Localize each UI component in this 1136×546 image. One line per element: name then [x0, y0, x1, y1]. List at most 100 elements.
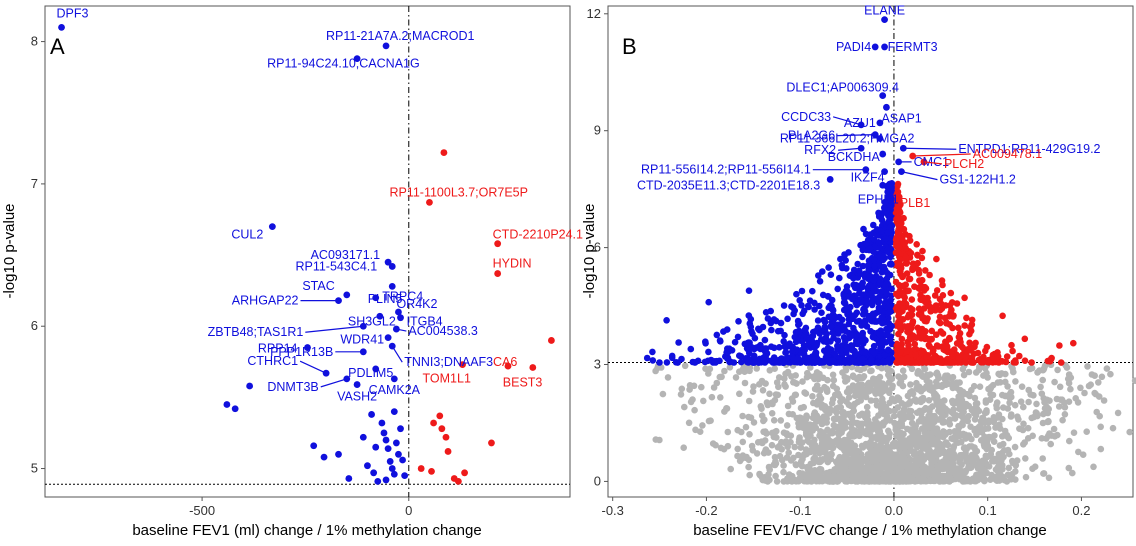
nonsig-point: [1126, 428, 1133, 436]
sig-point: [963, 314, 970, 322]
sig-point: [942, 342, 949, 349]
data-point: [370, 469, 378, 477]
sig-point: [921, 298, 929, 306]
sig-point: [819, 268, 826, 275]
nonsig-point: [936, 478, 944, 485]
nonsig-point: [835, 472, 842, 480]
x-tick-label: -0.2: [695, 503, 717, 518]
nonsig-point: [799, 378, 806, 385]
nonsig-point: [757, 403, 765, 410]
nonsig-point: [885, 456, 893, 464]
nonsig-point: [842, 367, 850, 374]
nonsig-point: [935, 382, 943, 390]
sig-point: [953, 300, 961, 307]
nonsig-point: [857, 422, 865, 430]
nonsig-point: [907, 427, 915, 435]
sig-point: [1021, 335, 1029, 343]
nonsig-point: [823, 440, 830, 447]
nonsig-point: [1018, 383, 1026, 391]
sig-point: [876, 253, 883, 260]
nonsig-point: [795, 451, 802, 459]
sig-point: [914, 251, 921, 259]
sig-point: [882, 281, 889, 288]
sig-point: [909, 265, 916, 272]
sig-point: [773, 359, 780, 366]
sig-point: [674, 359, 681, 366]
sig-point: [770, 344, 778, 352]
nonsig-point: [1017, 398, 1025, 406]
sig-point: [870, 277, 878, 284]
nonsig-point: [983, 445, 990, 453]
nonsig-point: [850, 407, 858, 415]
sig-point: [898, 335, 906, 343]
panel-b: B baseline FEV1/FVC change / 1% methylat…: [581, 4, 1136, 539]
nonsig-point: [983, 407, 990, 414]
nonsig-point: [907, 443, 914, 451]
label-vash2: VASH2: [337, 390, 377, 404]
label-best3: BEST3: [503, 375, 543, 389]
nonsig-point: [742, 423, 750, 431]
nonsig-point: [1030, 392, 1037, 399]
data-point: [547, 337, 555, 344]
nonsig-point: [968, 443, 976, 450]
sig-point: [882, 235, 890, 242]
nonsig-point: [749, 388, 757, 395]
nonsig-point: [1055, 403, 1063, 410]
nonsig-point: [894, 394, 901, 401]
nonsig-point: [941, 459, 949, 467]
nonsig-point: [1012, 378, 1019, 385]
sig-point: [874, 295, 882, 303]
data-point: [386, 458, 394, 465]
sig-point: [780, 338, 787, 345]
point-rp11-543c4-1: [388, 263, 396, 270]
labels-a: DPF3 RP11-21A7A.2;MACROD1 RP11-94C24.10;CA…: [57, 6, 583, 403]
sig-point: [816, 302, 823, 310]
sig-point: [842, 359, 849, 366]
nonsig-point: [822, 446, 829, 453]
sig-point: [730, 359, 738, 366]
point-trpc4: [388, 282, 396, 290]
nonsig-point: [859, 444, 867, 451]
sig-point: [876, 279, 884, 287]
nonsig-point: [835, 441, 842, 449]
nonsig-point: [886, 407, 893, 415]
sig-point: [1047, 356, 1054, 364]
nonsig-point: [974, 465, 982, 472]
nonsig-point: [724, 428, 732, 436]
sig-point: [896, 291, 904, 299]
nonsig-point: [968, 435, 975, 443]
sig-point: [691, 359, 698, 366]
label-camk2a: CAMK2A: [369, 383, 421, 397]
nonsig-point: [854, 476, 862, 484]
nonsig-point: [894, 427, 902, 435]
label-rfx2: RFX2: [804, 143, 836, 157]
label-hydin: HYDIN: [493, 257, 532, 271]
sig-point: [701, 358, 709, 366]
point-ctd-2035e11-3-ctd-2201e18-3: [826, 176, 834, 183]
label-sh3gl2: SH3GL2: [348, 314, 396, 328]
nonsig-point: [1070, 429, 1078, 437]
nonsig-point: [1009, 365, 1016, 372]
sig-point: [970, 359, 977, 366]
sig-point: [738, 358, 745, 366]
sig-point: [796, 297, 803, 304]
nonsig-point: [1025, 386, 1032, 394]
nonsig-point: [830, 376, 838, 384]
leader-line: [305, 325, 364, 333]
nonsig-point: [718, 373, 725, 381]
nonsig-point: [1039, 376, 1046, 384]
sig-point: [842, 257, 849, 264]
label-stac: STAC: [302, 279, 334, 293]
nonsig-point: [914, 429, 922, 437]
x-tick-label: -500: [189, 503, 215, 518]
label-cul2: CUL2: [231, 228, 263, 242]
nonsig-point: [777, 417, 785, 424]
nonsig-point: [700, 397, 707, 405]
sig-point: [809, 338, 816, 345]
nonsig-point: [1019, 426, 1027, 434]
nonsig-point: [766, 466, 773, 474]
sig-point: [675, 339, 682, 346]
sig-point: [801, 346, 808, 354]
label-trpc4: TRPC4: [382, 289, 423, 303]
